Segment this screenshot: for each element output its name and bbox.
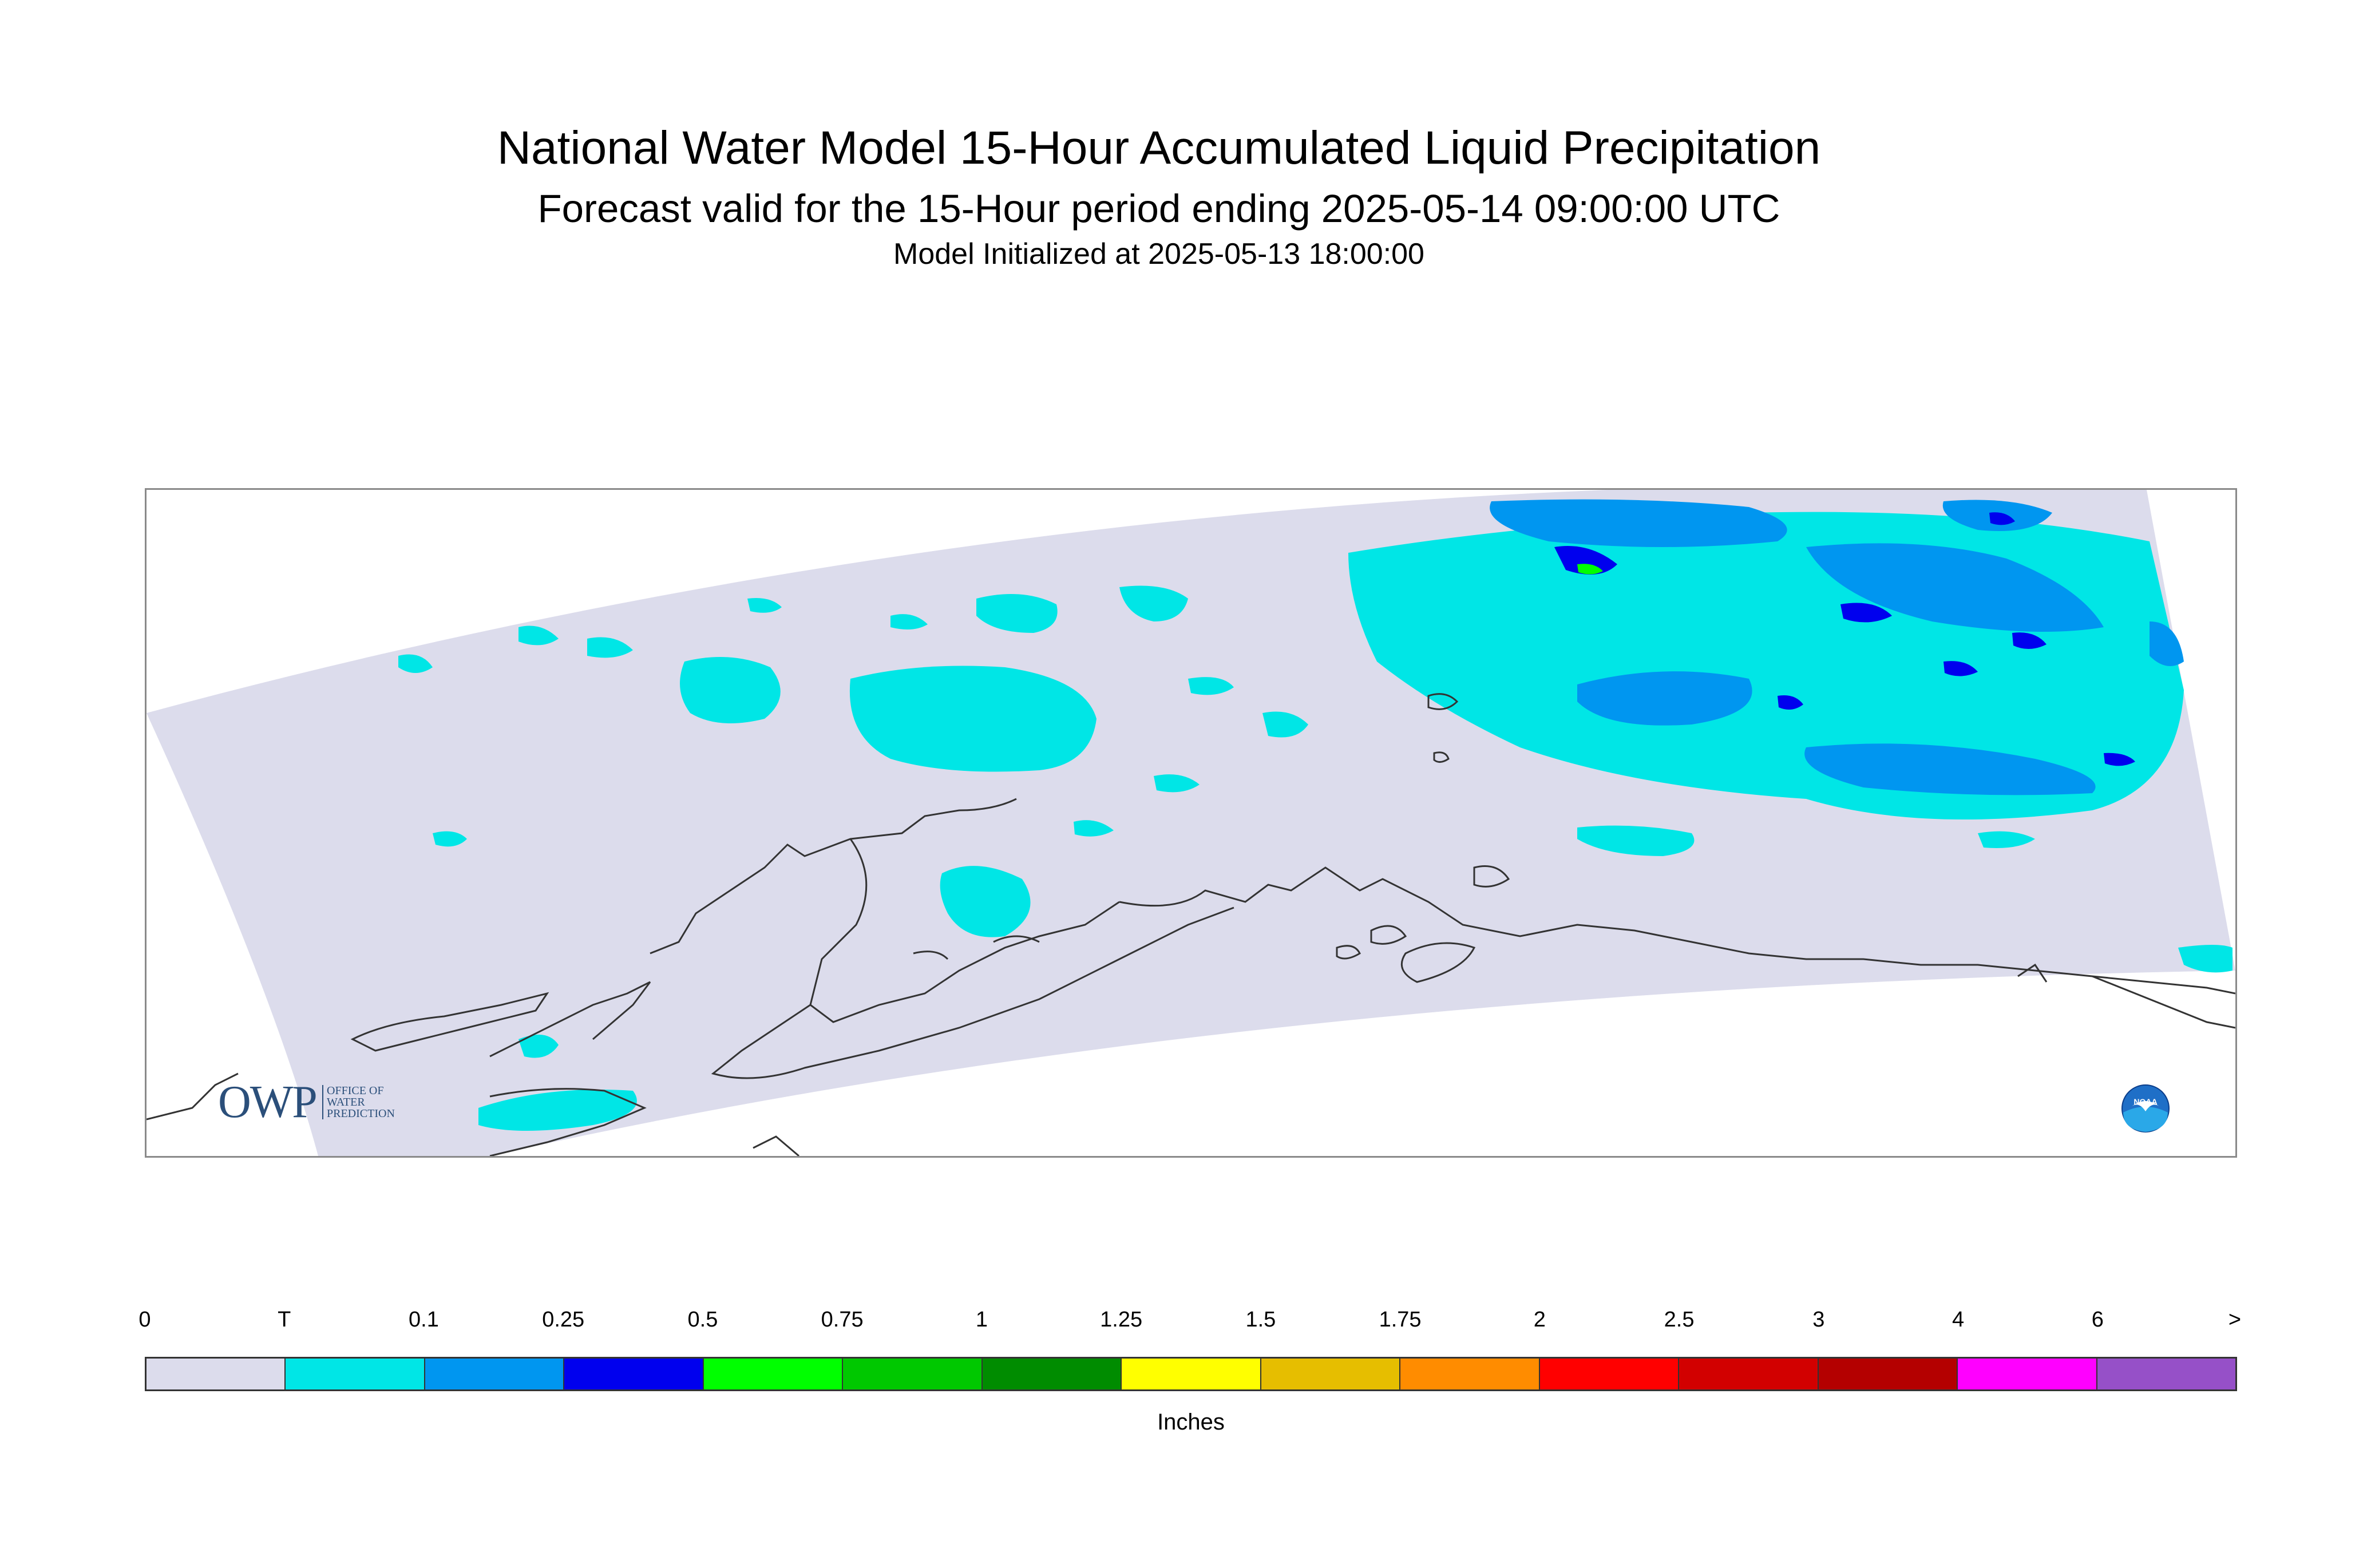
- precipitation-map: [147, 490, 2235, 1156]
- legend-tick-label: 1: [975, 1308, 988, 1332]
- legend-swatch: [843, 1359, 983, 1389]
- legend-tick-label: 1.75: [1379, 1308, 1422, 1332]
- legend-tick-label: T: [278, 1308, 291, 1332]
- noaa-logo-text: NOAA: [2133, 1097, 2157, 1106]
- precip-heavy-area: [1577, 564, 1603, 575]
- owp-logo: OWP OFFICE OF WATER PREDICTION: [218, 1079, 436, 1131]
- map-subtitle: Forecast valid for the 15-Hour period en…: [537, 187, 1780, 231]
- legend-swatch: [982, 1359, 1122, 1389]
- legend-swatch: [286, 1359, 425, 1389]
- map-title: National Water Model 15-Hour Accumulated…: [497, 122, 1821, 174]
- model-init-time: Model Initialized at 2025-05-13 18:00:00: [893, 237, 1424, 271]
- legend-tick-label: 1.25: [1100, 1308, 1143, 1332]
- noaa-logo: NOAA: [2121, 1084, 2170, 1133]
- legend-tick-label: 4: [1952, 1308, 1965, 1332]
- legend-tick-label: 2: [1533, 1308, 1546, 1332]
- legend-tick-label: 0: [138, 1308, 151, 1332]
- owp-logo-line-2: WATER: [327, 1096, 365, 1108]
- legend-ticks: 0 T 0.1 0.25 0.5 0.75 1 1.25 1.5 1.75 2 2.5 3 4 6 >: [138, 1308, 2241, 1342]
- legend-tick-label: >: [2228, 1308, 2242, 1332]
- legend-swatch: [1261, 1359, 1401, 1389]
- owp-logo-words: OFFICE OF WATER PREDICTION: [322, 1085, 395, 1119]
- legend-swatch: [1539, 1359, 1680, 1389]
- owp-logo-line-1: OFFICE OF: [327, 1084, 384, 1097]
- precip-moderate-areas: [1554, 512, 2135, 766]
- legend-swatch: [1958, 1359, 2097, 1389]
- legend-tick-label: 6: [2091, 1308, 2104, 1332]
- owp-logo-line-3: PREDICTION: [327, 1107, 395, 1120]
- legend-swatch: [425, 1359, 565, 1389]
- coastline: [147, 693, 2235, 1156]
- legend-tick-label: 1.5: [1245, 1308, 1276, 1332]
- legend-swatch: [1679, 1359, 1819, 1389]
- legend-tick-label: 2.5: [1664, 1308, 1695, 1332]
- legend-unit-label: Inches: [1157, 1409, 1225, 1435]
- legend-swatch: [1400, 1359, 1540, 1389]
- legend-tick-label: 0.25: [542, 1308, 585, 1332]
- map-frame: OWP OFFICE OF WATER PREDICTION NOAA: [145, 488, 2237, 1158]
- legend-swatch: [1818, 1359, 1958, 1389]
- legend-tick-label: 0.1: [409, 1308, 439, 1332]
- owp-logo-letters: OWP: [218, 1077, 318, 1127]
- legend-tick-label: 0.75: [821, 1308, 864, 1332]
- legend-swatch: [147, 1359, 286, 1389]
- legend-tick-label: 3: [1812, 1308, 1825, 1332]
- precip-light-areas: [1490, 499, 2184, 795]
- legend-swatch: [1122, 1359, 1261, 1389]
- legend-swatch: [2097, 1359, 2236, 1389]
- legend-tick-label: 0.5: [687, 1308, 718, 1332]
- legend-swatch: [703, 1359, 844, 1389]
- legend-color-bar: [145, 1357, 2237, 1391]
- legend-swatch: [564, 1359, 704, 1389]
